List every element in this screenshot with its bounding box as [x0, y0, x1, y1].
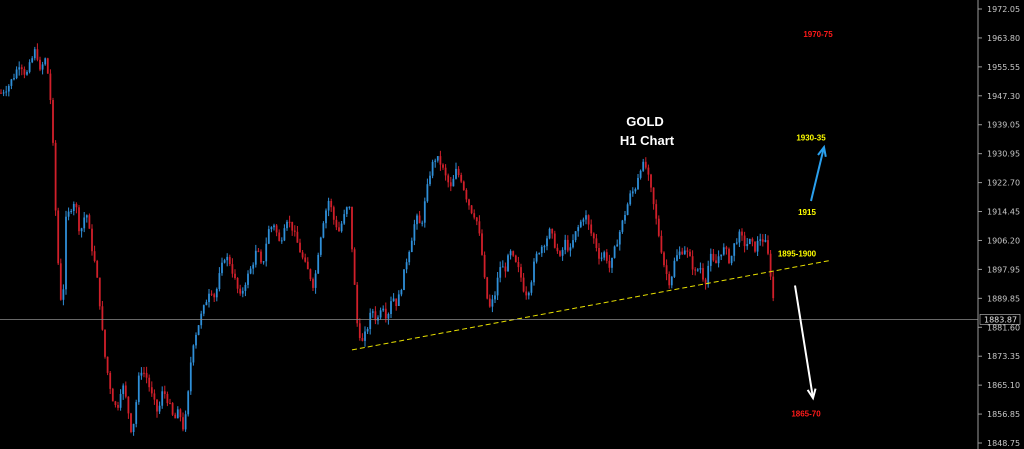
direction-arrow: [794, 285, 817, 401]
current-price-tag: [979, 314, 1021, 325]
arrow-shaft: [794, 285, 814, 399]
y-tick-label: 1972.05: [987, 5, 1020, 14]
candlestick-series: [0, 43, 775, 436]
annotation-layer: 1970-75 1930-35 1915 1895-1900 1865-70: [778, 30, 833, 419]
y-tick-label: 1963.80: [987, 34, 1020, 43]
y-tick-label: 1873.35: [987, 352, 1020, 361]
y-tick-label: 1922.70: [987, 179, 1020, 188]
y-tick-label: 1939.05: [987, 121, 1020, 130]
y-tick-label: 1955.55: [987, 63, 1020, 72]
arrow-shaft: [810, 146, 825, 202]
y-tick-label: 1947.30: [987, 92, 1020, 101]
y-tick-label: 1881.60: [987, 323, 1020, 332]
y-axis: 1972.05 1963.80 1955.55 1947.30 1939.05 1930.…: [977, 0, 1020, 449]
chart-subtitle: H1 Chart: [620, 133, 675, 148]
price-level-annotation: 1970-75: [803, 30, 833, 39]
chart-title: GOLD: [626, 114, 664, 129]
trendline-layer: [351, 260, 831, 351]
arrow-head: [806, 388, 817, 401]
y-tick-label: 1856.85: [987, 410, 1020, 419]
y-tick-label: 1930.95: [987, 150, 1020, 159]
current-price-line-layer: 1883.87: [0, 314, 1021, 325]
arrow-layer: [794, 144, 827, 401]
y-tick-label: 1889.85: [987, 294, 1020, 303]
price-level-annotation: 1930-35: [796, 134, 826, 143]
arrow-head: [817, 144, 827, 158]
y-tick-label: 1897.95: [987, 265, 1020, 274]
price-level-annotation: 1865-70: [791, 410, 821, 419]
price-level-annotation: 1915: [798, 208, 816, 217]
y-tick-label: 1914.45: [987, 208, 1020, 217]
support-trendline: [351, 260, 831, 351]
y-tick-label: 1865.10: [987, 381, 1020, 390]
direction-arrow: [810, 144, 827, 202]
y-tick-label: 1906.20: [987, 236, 1020, 245]
price-level-annotation: 1895-1900: [778, 249, 817, 258]
y-tick-label: 1848.75: [987, 439, 1020, 448]
current-price-label: 1883.87: [984, 315, 1017, 324]
